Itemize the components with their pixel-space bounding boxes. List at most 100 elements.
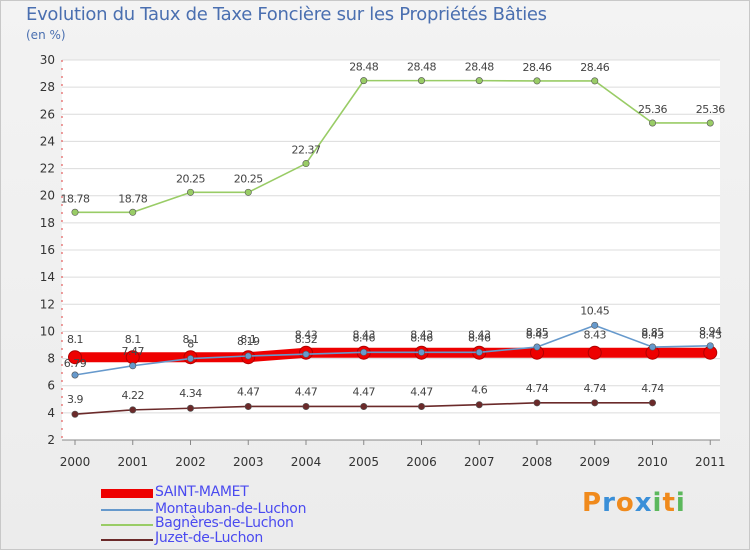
x-tick-label: 2005 <box>348 455 379 469</box>
point-juzet-de-luchon <box>244 402 252 410</box>
point-bagn-res-de-luchon <box>360 77 368 85</box>
series-line-saint-mamet <box>75 347 711 363</box>
data-label-juzet-de-luchon: 4.34 <box>179 387 202 400</box>
point-montauban-de-luchon <box>244 352 252 360</box>
y-tick-label: 18 <box>40 216 55 230</box>
point-saint-mamet <box>68 350 82 365</box>
point-juzet-de-luchon <box>302 402 310 410</box>
logo-letter: x <box>634 488 653 518</box>
data-label-bagn-res-de-luchon: 25.36 <box>638 103 667 116</box>
y-tick-label: 8 <box>47 352 55 366</box>
y-tick-label: 20 <box>40 189 55 203</box>
data-label-bagn-res-de-luchon: 25.36 <box>696 103 725 116</box>
data-label-bagn-res-de-luchon: 20.25 <box>176 172 205 185</box>
y-tick-label: 26 <box>40 107 55 121</box>
data-label-saint-mamet: 8.1 <box>183 333 199 346</box>
data-label-montauban-de-luchon: 8.94 <box>699 325 722 338</box>
y-tick-label: 22 <box>40 162 55 176</box>
data-label-saint-mamet: 8.43 <box>468 329 491 342</box>
logo-letter: P <box>582 488 603 518</box>
logo-letter: t <box>662 488 676 518</box>
legend-label-juzet: Juzet-de-Luchon <box>155 530 263 546</box>
point-bagn-res-de-luchon <box>129 208 137 216</box>
data-label-juzet-de-luchon: 4.47 <box>295 385 318 398</box>
point-montauban-de-luchon <box>591 321 599 329</box>
series-line-bagn-res-de-luchon <box>75 79 711 214</box>
point-bagn-res-de-luchon <box>71 208 79 216</box>
point-juzet-de-luchon <box>648 399 656 407</box>
data-label-bagn-res-de-luchon: 28.46 <box>523 61 552 74</box>
data-label-juzet-de-luchon: 4.74 <box>641 382 664 395</box>
x-tick-label: 2009 <box>579 455 610 469</box>
y-unit-label: (en %) <box>26 28 66 42</box>
x-tick-label: 2001 <box>117 455 148 469</box>
point-bagn-res-de-luchon <box>706 119 714 127</box>
data-label-bagn-res-de-luchon: 18.78 <box>118 192 147 205</box>
x-tick-label: 2003 <box>233 455 264 469</box>
data-label-saint-mamet: 8.43 <box>353 329 376 342</box>
data-label-bagn-res-de-luchon: 28.48 <box>407 61 436 74</box>
y-tick-label: 30 <box>40 53 55 67</box>
x-tick-label: 2004 <box>291 455 322 469</box>
point-saint-mamet <box>587 345 602 360</box>
point-bagn-res-de-luchon <box>533 77 541 85</box>
data-label-saint-mamet: 8.43 <box>699 329 722 342</box>
legend-label-bagneres: Bagnères-de-Luchon <box>155 515 294 531</box>
logo-letter: i <box>652 488 663 518</box>
data-label-juzet-de-luchon: 4.47 <box>410 385 433 398</box>
series-line-montauban-de-luchon <box>74 324 711 376</box>
legend-swatch-saint-mamet <box>101 489 153 498</box>
y-tick-label: 24 <box>40 134 55 148</box>
point-juzet-de-luchon <box>533 399 541 407</box>
point-montauban-de-luchon <box>360 348 368 356</box>
data-label-montauban-de-luchon: 8.32 <box>295 333 318 346</box>
data-label-bagn-res-de-luchon: 18.78 <box>61 192 90 205</box>
point-montauban-de-luchon <box>71 371 79 379</box>
point-bagn-res-de-luchon <box>648 119 656 127</box>
point-juzet-de-luchon <box>360 402 368 410</box>
data-label-montauban-de-luchon: 6.79 <box>64 357 87 370</box>
legend-swatch-juzet <box>101 539 153 541</box>
y-tick-label: 2 <box>47 433 55 447</box>
proxiti-logo: Proxiti <box>582 488 686 518</box>
point-juzet-de-luchon <box>71 410 79 418</box>
data-label-saint-mamet: 8.1 <box>67 333 83 346</box>
data-label-montauban-de-luchon: 7.47 <box>122 345 145 358</box>
point-montauban-de-luchon <box>187 355 195 363</box>
data-label-montauban-de-luchon: 8.46 <box>353 331 376 344</box>
x-tick-label: 2011 <box>695 455 726 469</box>
point-montauban-de-luchon <box>706 342 714 350</box>
data-label-juzet-de-luchon: 4.22 <box>122 389 145 402</box>
y-tick-label: 6 <box>47 379 55 393</box>
y-tick-label: 10 <box>40 324 55 338</box>
x-tick-label: 2008 <box>522 455 553 469</box>
point-juzet-de-luchon <box>187 404 195 412</box>
data-label-bagn-res-de-luchon: 20.25 <box>234 172 263 185</box>
data-label-saint-mamet: 8.43 <box>410 329 433 342</box>
y-tick-label: 28 <box>40 80 55 94</box>
logo-letter: o <box>615 488 635 518</box>
data-label-juzet-de-luchon: 4.47 <box>237 385 260 398</box>
data-label-bagn-res-de-luchon: 28.48 <box>349 61 378 74</box>
point-montauban-de-luchon <box>648 343 656 351</box>
y-tick-label: 4 <box>47 406 55 420</box>
data-label-juzet-de-luchon: 3.9 <box>67 393 83 406</box>
data-label-montauban-de-luchon: 8.46 <box>410 331 433 344</box>
logo-letter: i <box>675 488 686 518</box>
data-label-bagn-res-de-luchon: 28.48 <box>465 61 494 74</box>
data-label-bagn-res-de-luchon: 22.37 <box>292 144 321 157</box>
point-juzet-de-luchon <box>417 402 425 410</box>
x-tick-label: 2010 <box>637 455 668 469</box>
data-label-montauban-de-luchon: 8.46 <box>468 331 491 344</box>
data-label-montauban-de-luchon: 10.45 <box>580 304 609 317</box>
point-juzet-de-luchon <box>475 401 483 409</box>
data-label-montauban-de-luchon: 8.19 <box>237 335 260 348</box>
point-montauban-de-luchon <box>417 348 425 356</box>
data-label-juzet-de-luchon: 4.74 <box>526 382 549 395</box>
x-tick-label: 2007 <box>464 455 495 469</box>
data-label-saint-mamet: 8.1 <box>240 333 256 346</box>
data-label-juzet-de-luchon: 4.47 <box>353 385 376 398</box>
y-tick-label: 16 <box>40 243 55 257</box>
data-label-saint-mamet: 8.43 <box>526 329 549 342</box>
